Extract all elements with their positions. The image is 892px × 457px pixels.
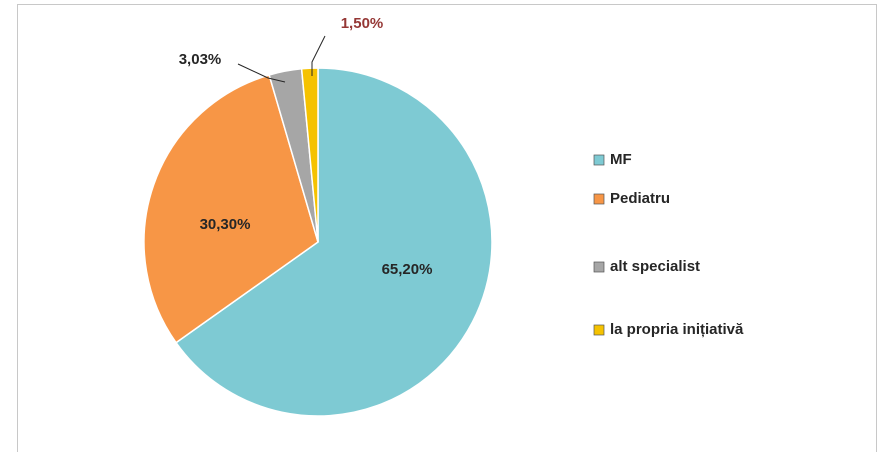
legend-swatch <box>593 324 605 336</box>
legend-label: Pediatru <box>610 190 670 207</box>
data-label: 65,20% <box>382 261 433 278</box>
legend-swatch <box>593 154 605 166</box>
pie-slice <box>175 67 493 417</box>
pie-slice <box>143 74 319 344</box>
legend-label: alt specialist <box>610 258 700 275</box>
pie-slice <box>300 67 319 243</box>
legend-swatch <box>593 193 605 205</box>
legend-swatch <box>593 261 605 273</box>
legend-label: MF <box>610 151 632 168</box>
data-label: 1,50% <box>341 15 384 32</box>
legend-label: la propria inițiativă <box>610 321 744 338</box>
leader-line <box>237 63 286 83</box>
data-label: 30,30% <box>200 216 251 233</box>
leader-line <box>311 35 326 76</box>
data-label: 3,03% <box>179 51 222 68</box>
